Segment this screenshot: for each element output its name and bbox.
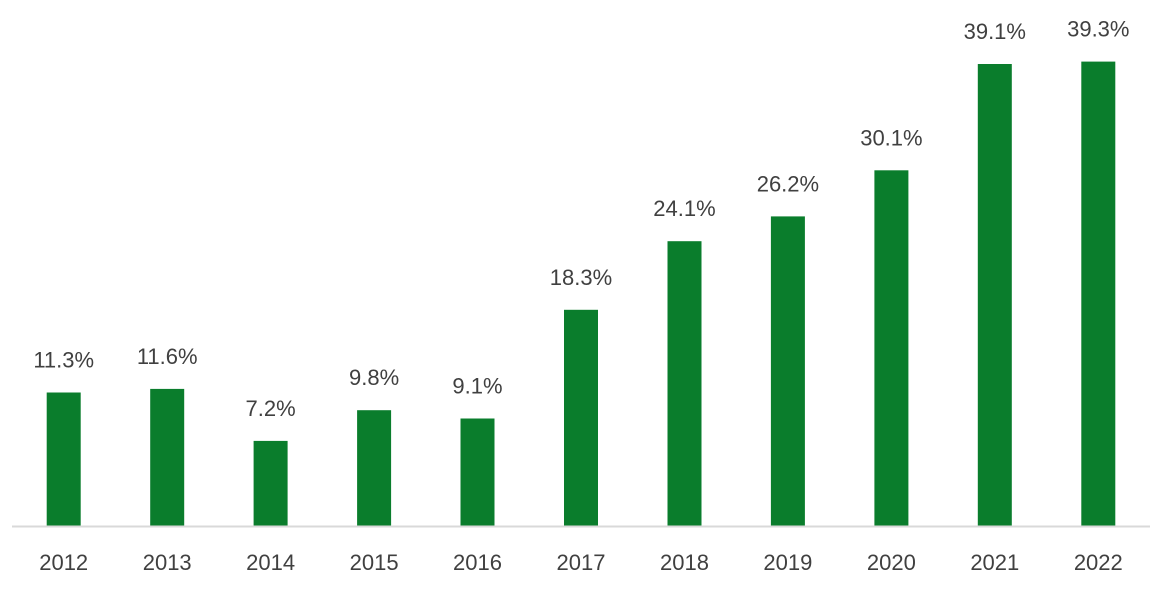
bar-2018 <box>667 241 702 526</box>
data-label-2022: 39.3% <box>1067 17 1129 42</box>
data-label-2019: 26.2% <box>757 171 819 196</box>
x-tick-label-2018: 2018 <box>660 550 709 575</box>
x-tick-label-2013: 2013 <box>143 550 192 575</box>
data-label-2014: 7.2% <box>246 396 296 421</box>
data-label-2013: 11.6% <box>137 344 198 369</box>
data-label-2016: 9.1% <box>452 374 502 399</box>
data-label-2021: 39.1% <box>964 19 1026 44</box>
bar-2021 <box>977 64 1012 526</box>
data-label-2017: 18.3% <box>550 265 612 290</box>
x-tick-label-2017: 2017 <box>557 550 606 575</box>
x-tick-label-2014: 2014 <box>246 550 295 575</box>
data-label-2020: 30.1% <box>860 125 922 150</box>
bar-2014 <box>253 440 288 526</box>
bar-2012 <box>46 392 81 526</box>
x-tick-label-2019: 2019 <box>763 550 812 575</box>
x-tick-labels-layer: 2012 2013 2014 2015 2016 2017 2018 2019 2020 2021… <box>39 550 1123 575</box>
bar-2022 <box>1081 61 1116 526</box>
data-label-2015: 9.8% <box>349 365 399 390</box>
bar-2015 <box>357 410 392 526</box>
data-labels-layer: 11.3% 11.6% 7.2% 9.8% 9.1% 18.3% 24.1% 26.2% 30.… <box>33 17 1129 421</box>
x-tick-label-2015: 2015 <box>350 550 399 575</box>
x-tick-label-2022: 2022 <box>1074 550 1123 575</box>
x-tick-label-2020: 2020 <box>867 550 916 575</box>
x-tick-label-2016: 2016 <box>453 550 502 575</box>
bar-2019 <box>770 216 805 526</box>
data-label-2018: 24.1% <box>653 196 715 221</box>
bar-2016 <box>460 418 495 526</box>
bar-2013 <box>150 388 185 526</box>
bar-2017 <box>564 309 598 526</box>
x-tick-label-2012: 2012 <box>39 550 88 575</box>
data-label-2012: 11.3% <box>33 348 94 373</box>
x-tick-label-2021: 2021 <box>970 550 1019 575</box>
bars-layer <box>46 61 1116 527</box>
bar-2020 <box>874 170 909 527</box>
